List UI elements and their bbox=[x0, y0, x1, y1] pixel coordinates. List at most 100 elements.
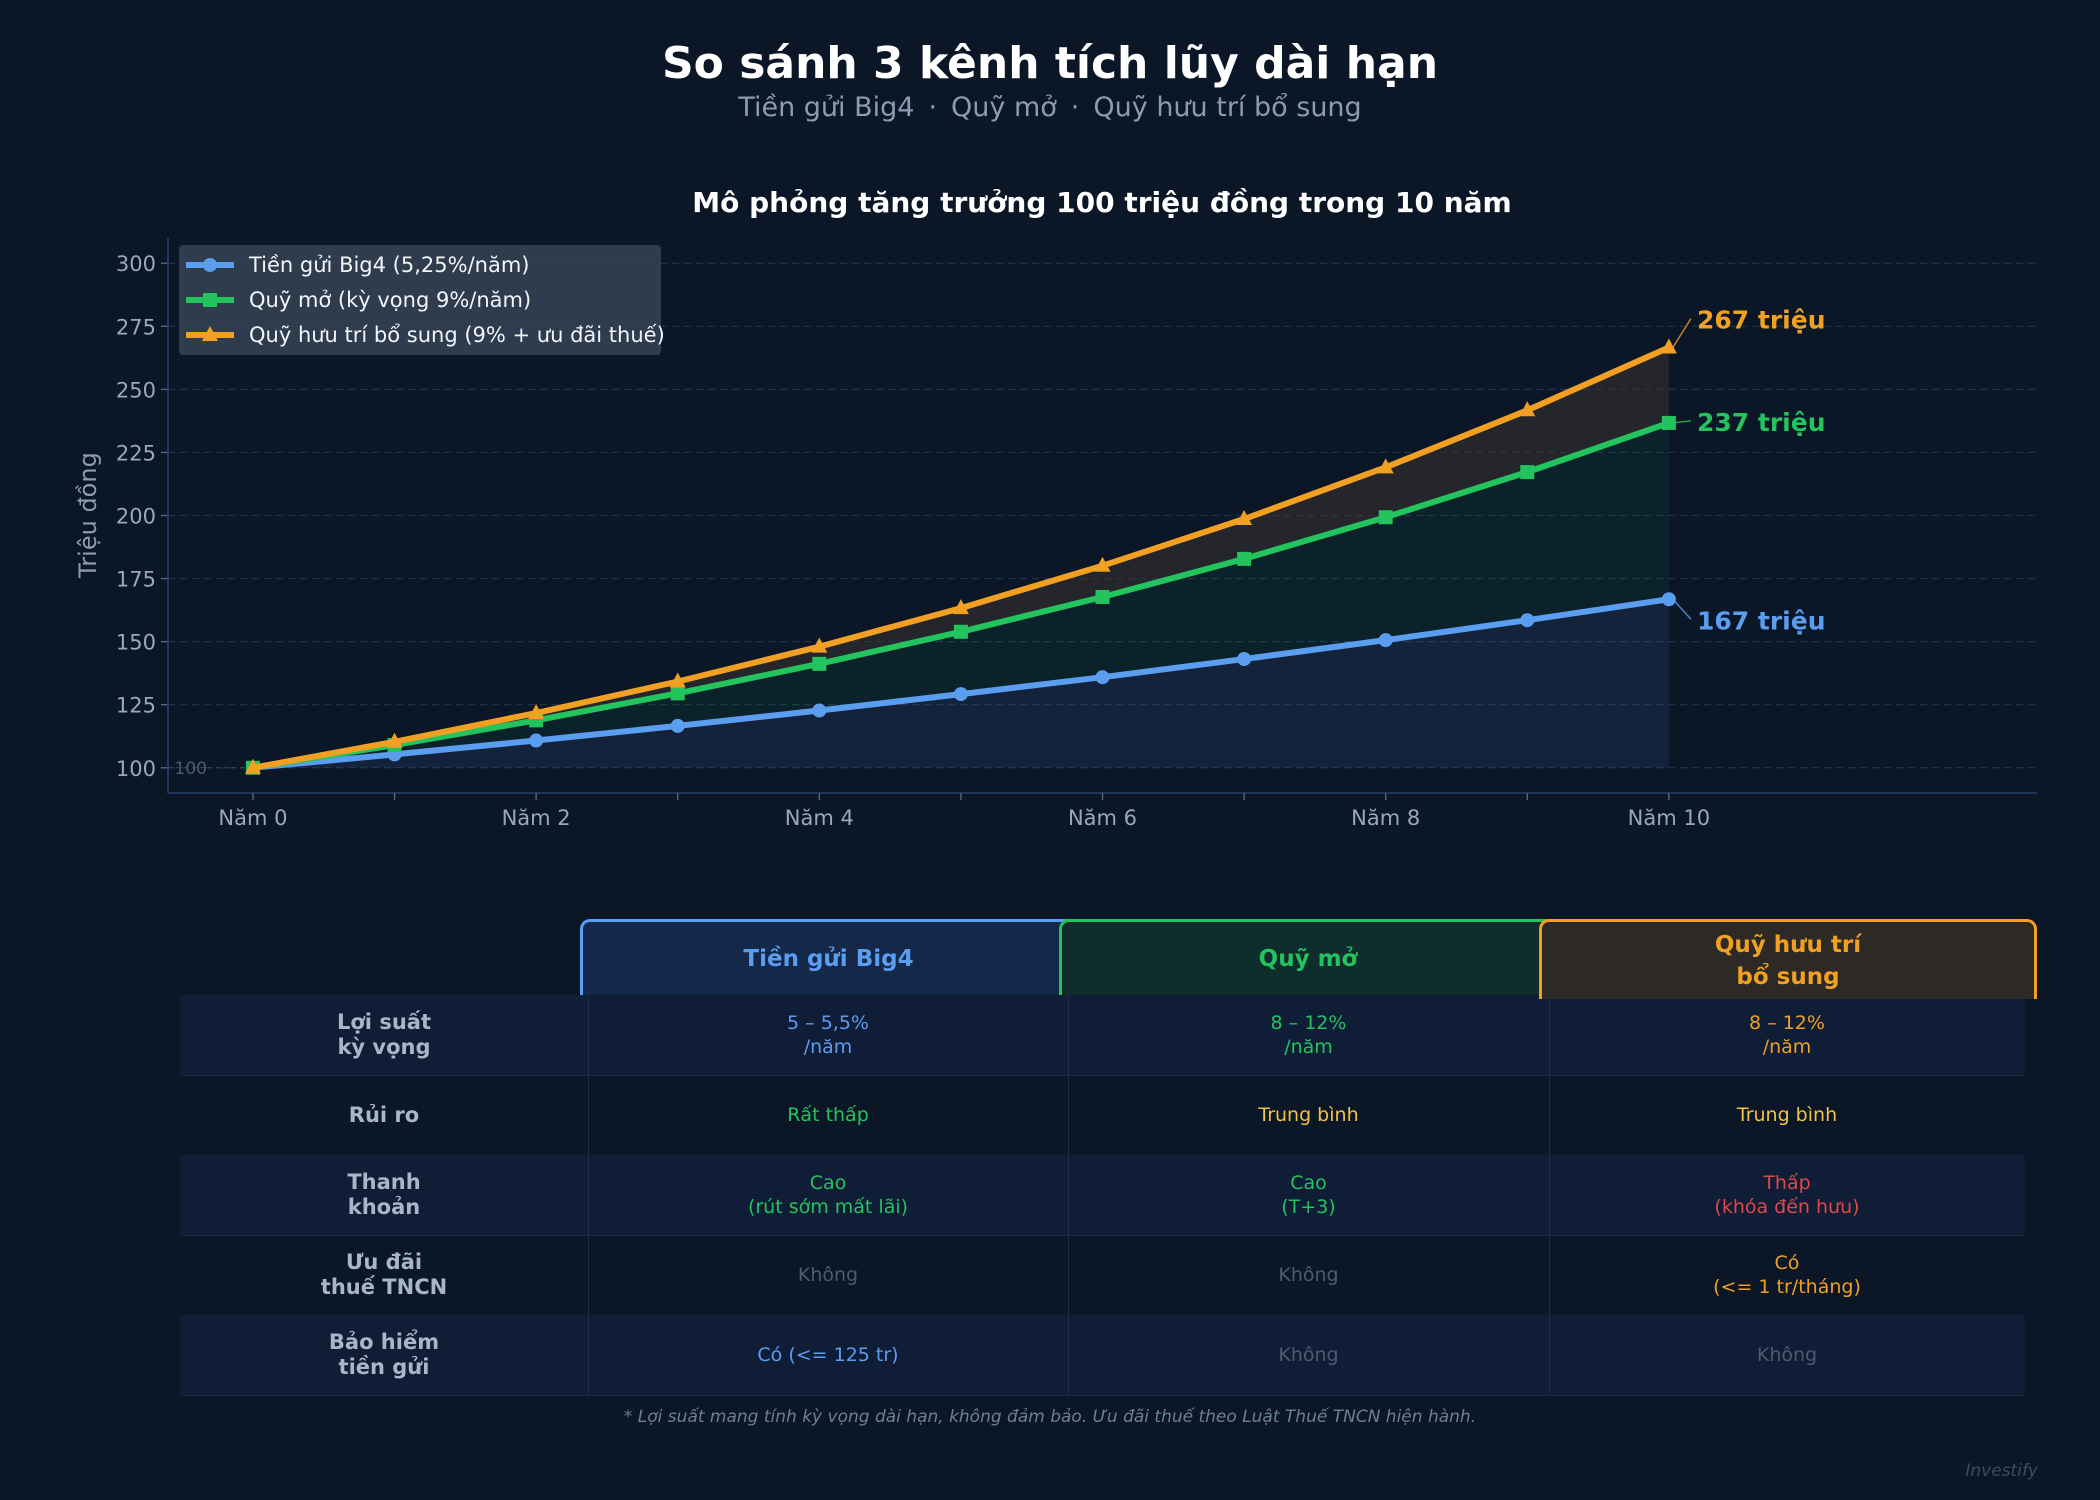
data-point-quy-mo bbox=[1095, 589, 1110, 604]
data-point-huu-tri bbox=[1660, 338, 1677, 354]
legend-box bbox=[179, 245, 661, 355]
x-tick-label: Năm 6 bbox=[1068, 806, 1137, 830]
y-tick-label: 175 bbox=[116, 568, 156, 592]
table-cell: Thấp (khóa đến hưu) bbox=[1714, 1172, 1860, 1218]
table-cell: Trung bình bbox=[1258, 1104, 1359, 1126]
area-fill-quy-mo bbox=[252, 422, 1669, 768]
y-tick-label: 300 bbox=[116, 252, 156, 276]
legend-label: Quỹ hưu trí bổ sung (9% + ưu đãi thuế) bbox=[249, 323, 665, 347]
y-tick-label: 100 bbox=[116, 757, 156, 781]
table-cell: Cao (T+3) bbox=[1281, 1172, 1336, 1218]
y-axis-label: Triệu đồng bbox=[74, 452, 102, 579]
table-cell: Không bbox=[1756, 1344, 1818, 1366]
data-point-huu-tri bbox=[1519, 401, 1536, 417]
page-title: So sánh 3 kênh tích lũy dài hạn bbox=[661, 38, 1439, 89]
table-row-divider bbox=[180, 1395, 2025, 1396]
table-row-band bbox=[180, 995, 2025, 1075]
table-row-divider bbox=[180, 1235, 2025, 1236]
end-label-leader bbox=[1672, 598, 1692, 620]
subtitle-separator: · bbox=[928, 92, 938, 123]
data-point-big4 bbox=[1378, 633, 1393, 648]
data-point-quy-mo bbox=[1237, 551, 1252, 566]
baseline-label: 100 bbox=[175, 759, 207, 779]
legend-marker bbox=[202, 326, 218, 341]
table-cell: Không bbox=[1278, 1264, 1339, 1286]
x-tick-label: Năm 10 bbox=[1628, 806, 1710, 830]
data-point-huu-tri bbox=[811, 637, 828, 653]
watermark: Investify bbox=[1965, 1461, 2038, 1481]
y-tick-label: 250 bbox=[116, 378, 156, 402]
y-tick-label: 275 bbox=[116, 315, 156, 339]
table-cell: Không bbox=[1278, 1344, 1339, 1366]
data-point-big4 bbox=[1095, 670, 1110, 685]
footnote: * Lợi suất mang tính kỳ vọng dài hạn, kh… bbox=[623, 1407, 1477, 1427]
table-cell: Cao (rút sớm mất lãi) bbox=[747, 1172, 909, 1218]
table-row-divider bbox=[180, 1075, 2025, 1076]
end-label-leader bbox=[1672, 318, 1692, 348]
table-column-divider bbox=[1068, 995, 1069, 1395]
table-cell: Có (<= 125 tr) bbox=[757, 1344, 899, 1366]
table-cell: Trung bình bbox=[1736, 1104, 1838, 1126]
data-point-quy-mo bbox=[1661, 415, 1676, 430]
subtitle-item: Tiền gửi Big4 bbox=[738, 92, 915, 123]
table-row-band bbox=[180, 1155, 2025, 1235]
data-point-big4 bbox=[812, 703, 827, 718]
x-tick-label: Năm 4 bbox=[785, 806, 854, 830]
data-point-quy-mo bbox=[812, 656, 827, 671]
legend-marker bbox=[203, 258, 217, 272]
growth-chart: Mô phỏng tăng trưởng 100 triệu đồng tron… bbox=[74, 186, 2037, 830]
area-fill-big4 bbox=[252, 599, 1669, 768]
table-cell: 8 – 12% /năm bbox=[1270, 1012, 1347, 1058]
column-header: Tiền gửi Big4 bbox=[580, 919, 1077, 995]
end-label: 167 triệu bbox=[1697, 606, 1826, 635]
y-tick-label: 125 bbox=[116, 694, 156, 718]
column-header: Quỹ mở bbox=[1059, 919, 1557, 995]
data-point-huu-tri bbox=[528, 704, 545, 720]
table-column-divider bbox=[1549, 995, 1550, 1395]
table-cell: Có (<= 1 tr/tháng) bbox=[1713, 1252, 1861, 1298]
subtitle-separator: · bbox=[1070, 92, 1080, 123]
x-tick-label: Năm 0 bbox=[218, 806, 287, 830]
table-column-divider bbox=[588, 995, 589, 1395]
end-label: 237 triệu bbox=[1697, 408, 1826, 437]
data-point-big4 bbox=[953, 687, 968, 702]
data-point-huu-tri bbox=[244, 758, 261, 774]
end-label: 267 triệu bbox=[1697, 305, 1826, 334]
data-point-huu-tri bbox=[952, 599, 969, 615]
data-point-big4 bbox=[1237, 652, 1252, 667]
data-point-big4 bbox=[1520, 613, 1535, 628]
page-subtitle: Tiền gửi Big4 · Quỹ mở · Quỹ hưu trí bổ sung bbox=[0, 92, 2100, 123]
x-tick-label: Năm 8 bbox=[1351, 806, 1420, 830]
data-point-big4 bbox=[529, 733, 544, 748]
data-point-quy-mo bbox=[670, 686, 685, 701]
legend-label: Quỹ mở (kỳ vọng 9%/năm) bbox=[249, 288, 531, 312]
data-point-quy-mo bbox=[1378, 510, 1393, 525]
data-point-huu-tri bbox=[1236, 510, 1253, 526]
subtitle-item: Quỹ mở bbox=[951, 92, 1057, 123]
legend-label: Tiền gửi Big4 (5,25%/năm) bbox=[248, 253, 530, 277]
row-label: Rủi ro bbox=[348, 1102, 420, 1127]
end-label-leader bbox=[1672, 420, 1692, 424]
data-point-quy-mo bbox=[953, 624, 968, 639]
data-point-huu-tri bbox=[386, 732, 403, 748]
table-cell: 5 – 5,5% /năm bbox=[787, 1012, 869, 1058]
data-point-huu-tri bbox=[1377, 458, 1394, 474]
chart-title: Mô phỏng tăng trưởng 100 triệu đồng tron… bbox=[692, 186, 1511, 219]
y-tick-label: 150 bbox=[116, 631, 156, 655]
data-point-huu-tri bbox=[669, 672, 686, 688]
row-label: Ưu đãi thuế TNCN bbox=[320, 1250, 448, 1299]
row-label: Bảo hiểm tiền gửi bbox=[328, 1330, 440, 1379]
subtitle-item: Quỹ hưu trí bổ sung bbox=[1093, 92, 1362, 123]
data-point-huu-tri bbox=[1094, 556, 1111, 572]
table-cell: Rất thấp bbox=[787, 1104, 869, 1126]
legend-marker bbox=[203, 293, 217, 307]
data-point-big4 bbox=[1661, 592, 1676, 607]
x-tick-label: Năm 2 bbox=[502, 806, 571, 830]
y-tick-label: 225 bbox=[116, 441, 156, 465]
table-cell: 8 – 12% /năm bbox=[1749, 1012, 1825, 1058]
data-point-big4 bbox=[670, 718, 685, 733]
y-tick-label: 200 bbox=[116, 505, 156, 529]
table-cell: Không bbox=[797, 1264, 859, 1286]
column-header: Quỹ hưu trí bổ sung bbox=[1539, 919, 2037, 999]
row-label: Thanh khoản bbox=[347, 1170, 421, 1219]
